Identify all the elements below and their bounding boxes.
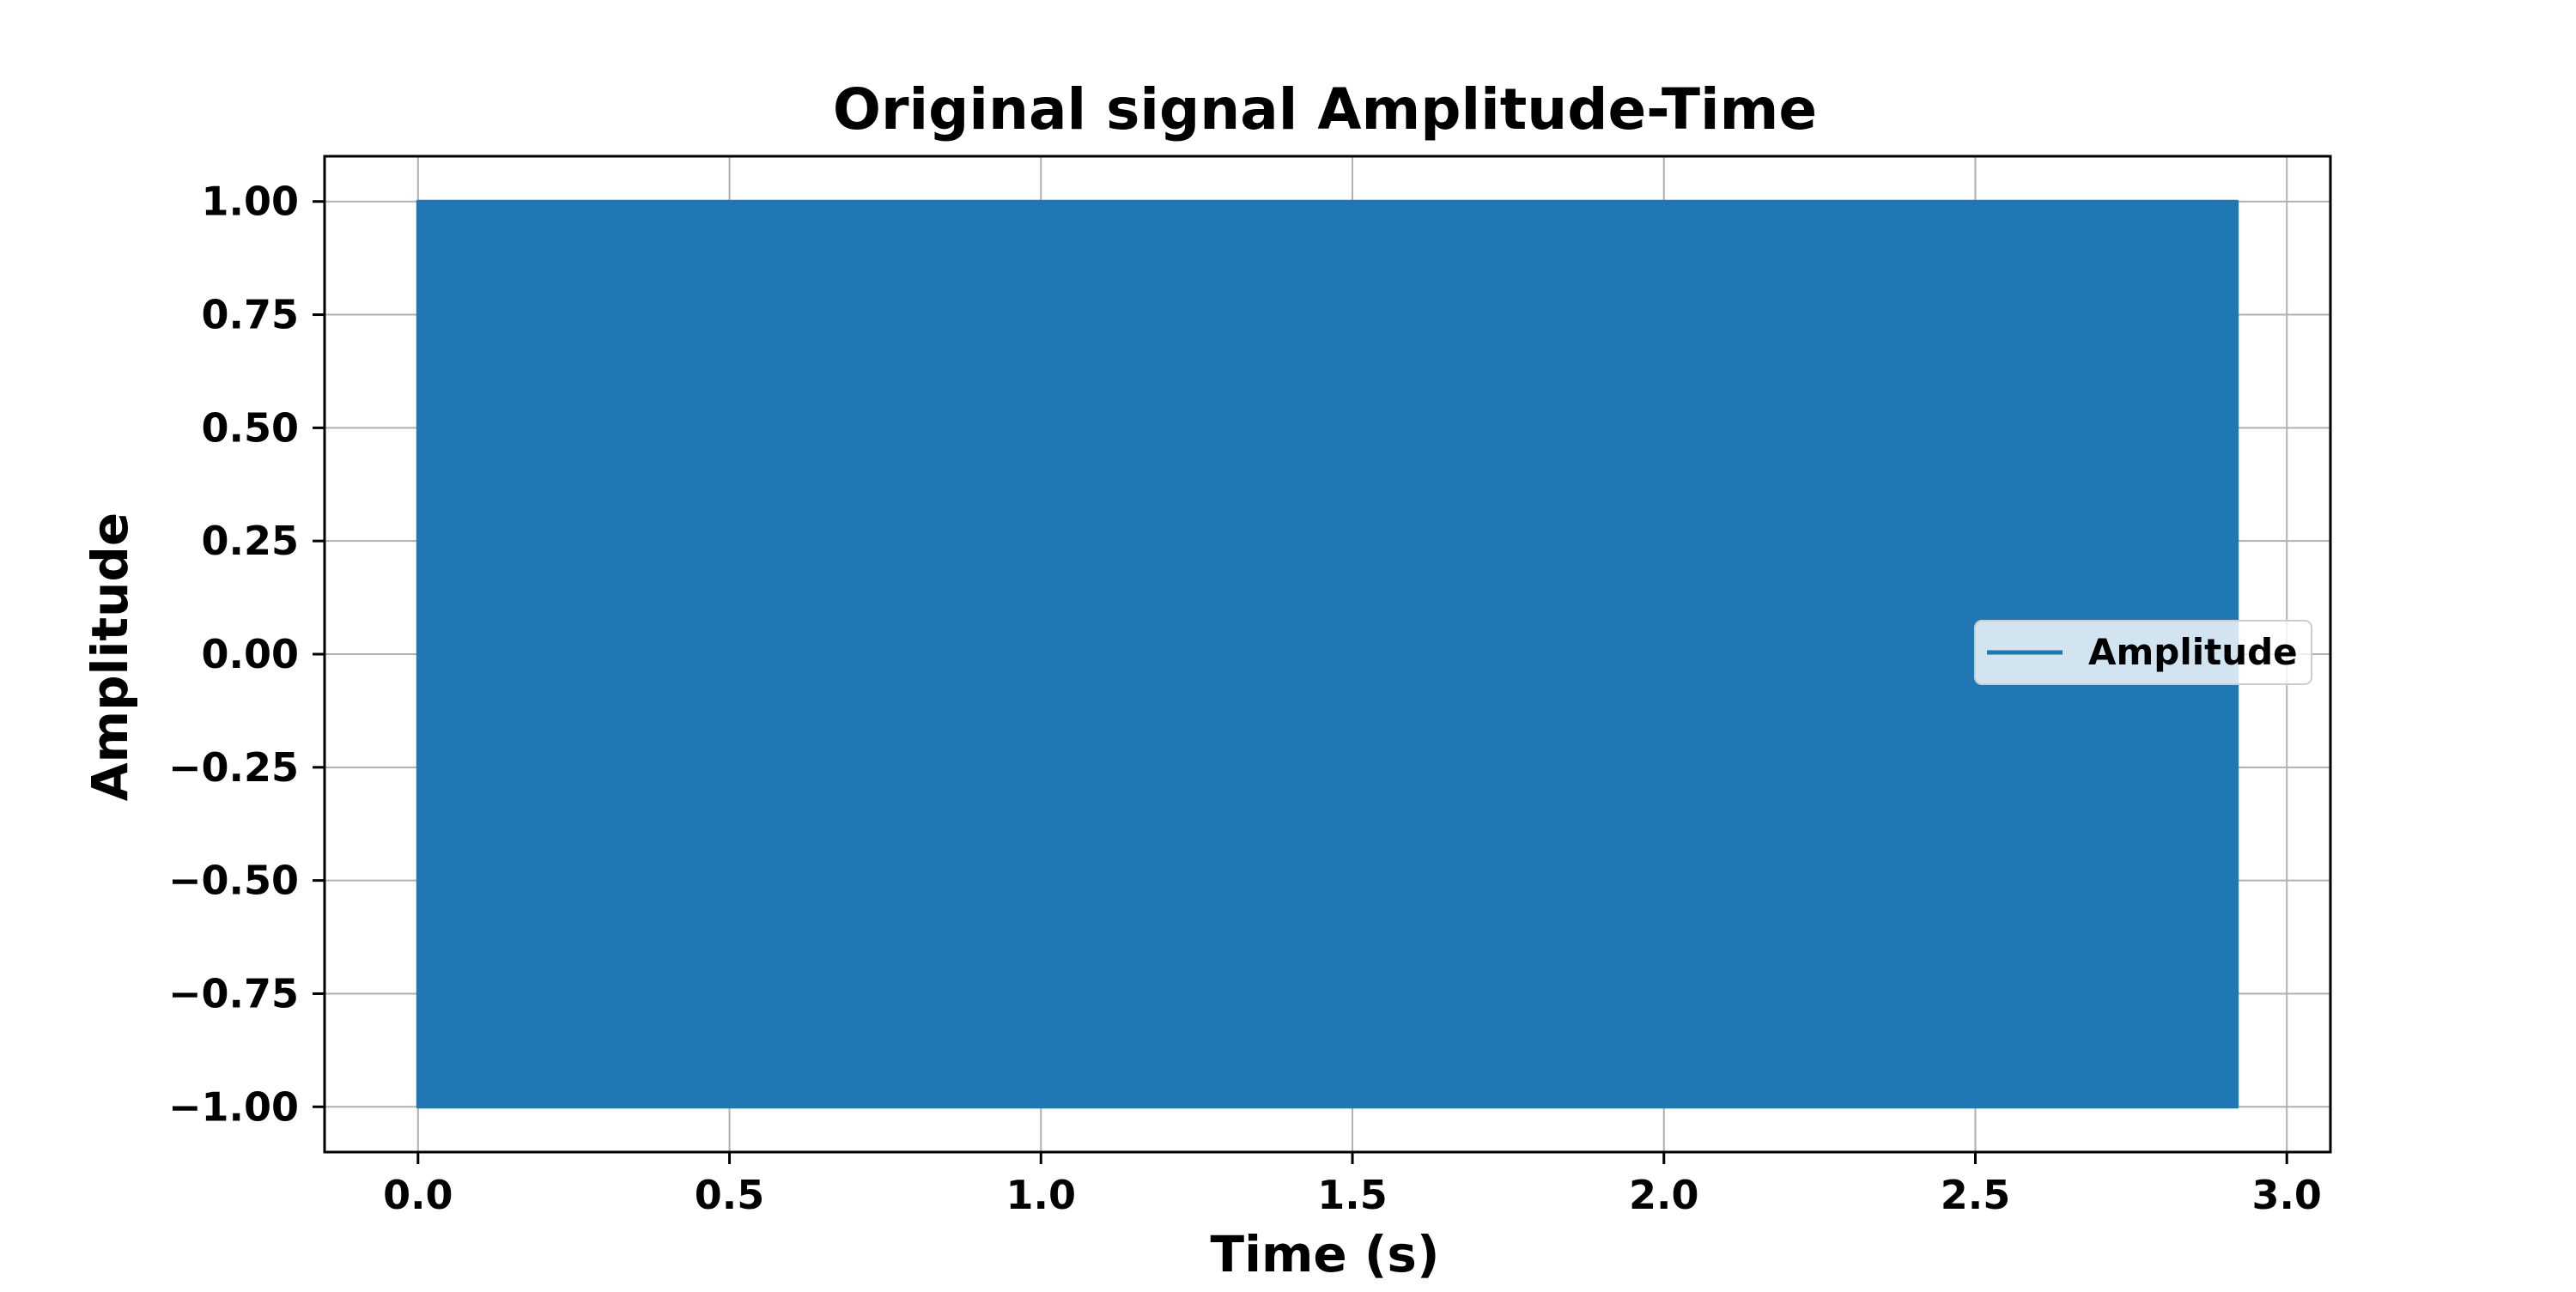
x-tick-label: 1.5 [1317, 1172, 1388, 1218]
series-line-amplitude [416, 199, 2239, 1109]
x-axis-title: Time (s) [1211, 1225, 1440, 1283]
x-tick-label: 3.0 [2251, 1172, 2322, 1218]
legend-label-amplitude: Amplitude [2088, 631, 2298, 673]
x-tick-label: 1.0 [1006, 1172, 1077, 1218]
y-tick-label: −0.25 [168, 744, 299, 791]
y-tick-label: −0.75 [168, 970, 299, 1016]
y-tick-label: 0.00 [202, 631, 300, 677]
y-tick-label: 0.50 [202, 404, 300, 451]
y-tick-label: −0.50 [168, 858, 299, 904]
y-tick-label: 0.75 [202, 292, 300, 338]
y-axis-title: Amplitude [81, 513, 139, 801]
x-tick-label: 0.0 [383, 1172, 453, 1218]
series-layer [416, 199, 2239, 1109]
ticks-layer: 0.0 0.5 1.0 1.5 2.0 2.5 3.0 1.00 0.75 0.50 0.25 0.0… [168, 179, 2322, 1218]
y-tick-label: 1.00 [202, 179, 300, 225]
x-tick-label: 0.5 [695, 1172, 765, 1218]
y-tick-label: 0.25 [202, 518, 300, 564]
legend-box [1974, 620, 2312, 685]
chart-title: Original signal Amplitude-Time [833, 76, 1817, 143]
y-tick-label: −1.00 [168, 1083, 299, 1130]
x-tick-label: 2.5 [1941, 1172, 2011, 1218]
x-tick-label: 2.0 [1629, 1172, 1699, 1218]
legend: Amplitude [1974, 620, 2312, 685]
